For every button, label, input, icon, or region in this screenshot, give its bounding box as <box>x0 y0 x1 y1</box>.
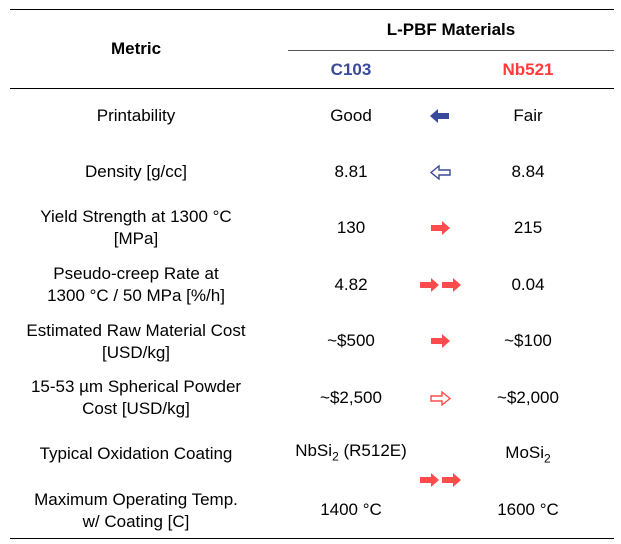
c103-oxidation-coating: NbSi2 (R512E) <box>288 438 414 470</box>
nb521-raw-material-cost: ~$100 <box>504 331 552 350</box>
c103-coating-base: NbSi <box>295 441 333 461</box>
nb521-powder-cost: ~$2,000 <box>497 388 559 407</box>
header-subrule <box>288 50 614 51</box>
nb521-oxidation-coating: MoSi2 <box>466 440 590 472</box>
metric-oxidation-coating: Typical Oxidation Coating <box>39 444 233 463</box>
c103-printability: Good <box>330 106 372 125</box>
metric-yield-strength: Yield Strength at 1300 °C [MPa] <box>40 207 232 248</box>
metric-header: Metric <box>110 39 162 58</box>
metric-raw-material-cost: Estimated Raw Material Cost [USD/kg] <box>26 321 246 362</box>
nb521-max-operating-temp: 1600 °C <box>497 500 559 519</box>
arrow-right-red-solid-icon <box>414 325 466 357</box>
c103-coating-suffix: (R512E) <box>338 441 407 461</box>
metric-pseudo-creep-rate: Pseudo-creep Rate at 1300 °C / 50 MPa [%… <box>47 264 225 305</box>
c103-coating-subscript: 2 <box>332 449 339 464</box>
nb521-column-header: Nb521 <box>502 60 554 79</box>
metric-max-operating-temp: Maximum Operating Temp. w/ Coating [C] <box>34 490 238 531</box>
nb521-pseudo-creep-rate: 0.04 <box>511 275 545 294</box>
c103-pseudo-creep-rate: 4.82 <box>334 275 368 294</box>
arrow-right-red-double-icon <box>414 464 466 496</box>
nb521-density: 8.84 <box>511 162 545 181</box>
materials-group-header: L-PBF Materials <box>386 20 516 39</box>
arrow-right-red-solid-icon <box>414 212 466 244</box>
bottom-rule <box>10 538 614 539</box>
top-rule <box>10 9 614 10</box>
c103-density: 8.81 <box>334 162 368 181</box>
c103-yield-strength: 130 <box>336 218 366 237</box>
nb521-coating-subscript: 2 <box>544 451 551 466</box>
arrow-left-blue-outline-icon <box>414 156 466 188</box>
arrow-right-red-double-icon <box>414 269 466 301</box>
metric-density: Density [g/cc] <box>84 162 188 181</box>
header-bottom-rule <box>10 88 614 89</box>
c103-powder-cost: ~$2,500 <box>320 388 382 407</box>
arrow-right-red-outline-icon <box>414 382 466 414</box>
nb521-coating-base: MoSi <box>505 443 545 463</box>
c103-column-header: C103 <box>330 60 372 79</box>
c103-raw-material-cost: ~$500 <box>327 331 375 350</box>
metric-printability: Printability <box>96 106 176 125</box>
nb521-yield-strength: 215 <box>513 218 543 237</box>
metric-powder-cost: 15-53 µm Spherical Powder Cost [USD/kg] <box>30 377 242 418</box>
c103-max-operating-temp: 1400 °C <box>320 500 382 519</box>
nb521-printability: Fair <box>513 106 543 125</box>
arrow-left-blue-solid-icon <box>414 100 466 132</box>
